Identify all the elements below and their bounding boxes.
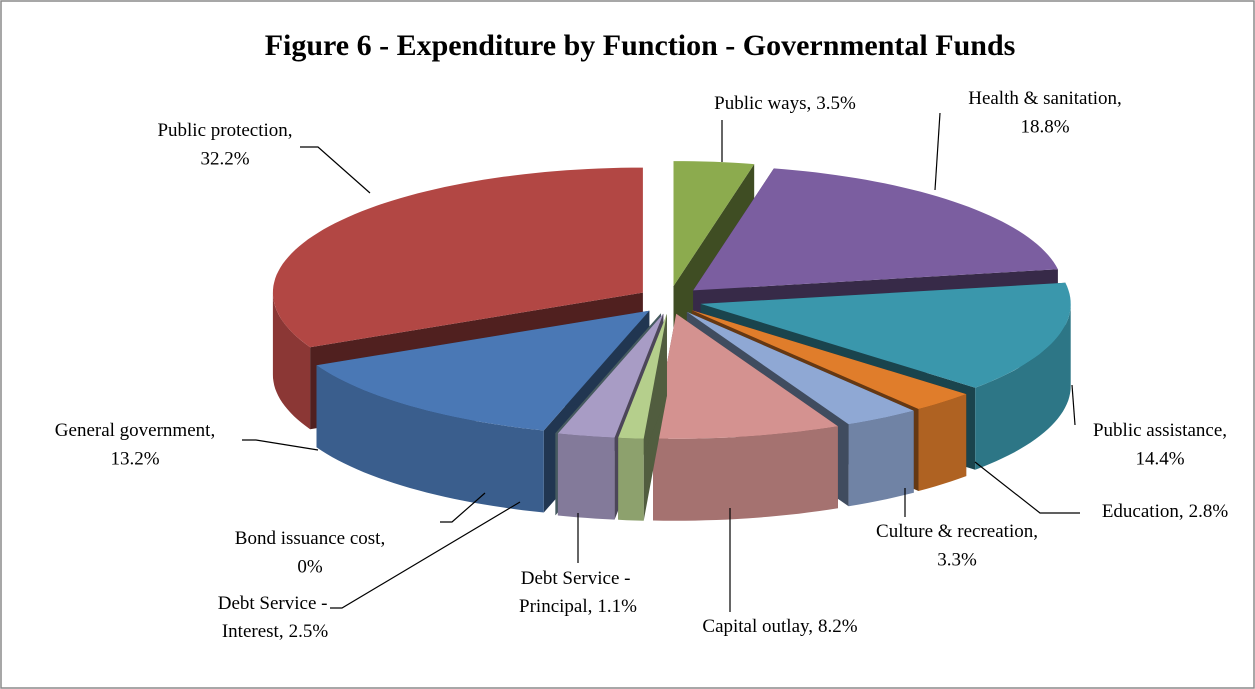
label-category: Education: [1102, 501, 1180, 522]
label-category: Health & sanitation: [968, 88, 1117, 109]
slice-wall: [316, 365, 544, 513]
label-category: Capital outlay: [702, 616, 810, 637]
data-label: Education, 2.8%: [1102, 501, 1229, 522]
pie-slice: [316, 310, 650, 431]
pie-slice: [691, 310, 967, 409]
label-separator: ,: [807, 93, 812, 114]
label-value: 8.2%: [818, 616, 858, 637]
label-category: Public protection: [157, 120, 288, 141]
label-category: Public ways: [714, 93, 806, 114]
label-separator: ,: [1117, 88, 1122, 109]
label-category: Debt Service - Principal: [519, 568, 635, 617]
leader-line: [242, 439, 319, 451]
label-category: Bond issuance cost: [235, 528, 381, 549]
label-separator: ,: [588, 596, 593, 617]
label-value: 2.5%: [289, 621, 329, 642]
data-label: Capital outlay, 8.2%: [702, 616, 857, 637]
label-line: Principal: [519, 596, 588, 617]
label-value: 13.2%: [110, 448, 159, 469]
data-label: Health & sanitation,: [968, 88, 1122, 109]
pie-slice: [693, 168, 1058, 291]
label-value: 3.5%: [816, 93, 856, 114]
label-line: Debt Service -: [218, 593, 332, 614]
slice-wall: [975, 303, 1071, 470]
slice-wall: [618, 437, 644, 521]
label-separator: ,: [1222, 420, 1227, 441]
label-line: Interest: [222, 621, 280, 642]
label-separator: ,: [1033, 521, 1038, 542]
label-value: 14.4%: [1135, 448, 1184, 469]
label-value: 3.3%: [937, 549, 977, 570]
data-label: Debt Service - Principal, 1.1%: [519, 568, 637, 617]
label-value: 2.8%: [1189, 501, 1229, 522]
data-label: Public protection,: [157, 120, 292, 141]
pie-slice: [673, 161, 755, 287]
data-label: Public ways, 3.5%: [714, 93, 856, 114]
chart-title: Figure 6 - Expenditure by Function - Gov…: [265, 29, 1016, 62]
label-separator: ,: [210, 420, 215, 441]
leader-line: [330, 501, 521, 609]
label-value: 32.2%: [200, 148, 249, 169]
leader-line: [300, 146, 371, 194]
label-value: 18.8%: [1020, 116, 1069, 137]
leader-line: [934, 112, 941, 191]
label-line: Debt Service -: [521, 568, 635, 589]
pie-slice: [653, 313, 838, 439]
label-value: 0%: [297, 556, 323, 577]
label-separator: ,: [1179, 501, 1184, 522]
pie-slice: [686, 311, 914, 425]
pie-slice: [272, 167, 643, 348]
leader-line: [1071, 384, 1076, 426]
leader-line: [974, 461, 1080, 514]
pie-slice: [700, 282, 1071, 388]
slice-wall: [272, 292, 311, 430]
pie-slice: [618, 313, 667, 439]
label-value: 1.1%: [597, 596, 637, 617]
slice-wall: [653, 426, 838, 521]
label-category: Debt Service - Interest: [218, 593, 332, 642]
slice-wall: [848, 410, 914, 507]
label-separator: ,: [380, 528, 385, 549]
label-separator: ,: [808, 616, 813, 637]
label-category: General government: [55, 420, 211, 441]
data-label: Public assistance,: [1093, 420, 1227, 441]
pie-slice: [557, 313, 664, 438]
slice-wall: [557, 433, 615, 520]
data-label: Culture & recreation,: [876, 521, 1038, 542]
slice-wall: [918, 394, 967, 491]
label-separator: ,: [288, 120, 293, 141]
data-label: Bond issuance cost,: [235, 528, 385, 549]
leader-line: [440, 492, 486, 523]
data-label: General government,: [55, 420, 215, 441]
label-separator: ,: [279, 621, 284, 642]
label-category: Public assistance: [1093, 420, 1222, 441]
data-label: Debt Service - Interest, 2.5%: [218, 593, 332, 642]
label-category: Culture & recreation: [876, 521, 1034, 542]
